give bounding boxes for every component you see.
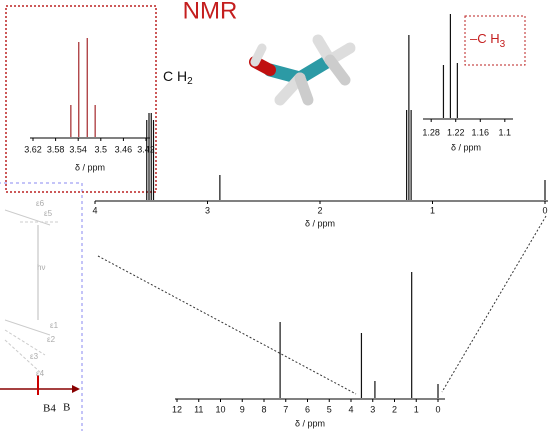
x-axis-label: δ / ppm [75,162,105,172]
ch3-label: –C H3 [470,31,506,49]
ch2-label: C H2 [163,68,193,87]
diagram-label: ε5 [44,209,53,218]
molecule [249,34,356,106]
x-tick-label: 4 [348,404,353,414]
x-tick-label: 5 [327,404,332,414]
hydrogen [324,54,351,86]
zoom-line [441,215,547,393]
x-tick-label: 1.16 [472,127,490,137]
diagram-frame [0,182,83,431]
level-line [4,329,46,356]
x-tick-label: 3.54 [69,144,87,154]
x-tick-label: 8 [261,404,266,414]
x-tick-label: 2 [317,205,322,215]
x-tick-label: 3 [205,205,210,215]
x-tick-label: 3.5 [95,144,108,154]
hydrogen [294,72,314,106]
x-tick-label: 10 [215,404,225,414]
x-tick-label: 6 [305,404,310,414]
x-axis-label: δ / ppm [451,142,481,152]
x-tick-label: 1.28 [422,127,440,137]
title: NMR [183,0,238,24]
label-text: C H [163,68,187,84]
x-tick-label: 11 [194,404,203,414]
level-line [4,339,41,373]
x-tick-label: 12 [172,404,182,414]
zoom-line [97,255,357,395]
diagram-label: B4 [43,403,56,415]
x-tick-label: 1 [430,205,435,215]
diagram-label: ε6 [36,199,45,208]
x-tick-label: 1.1 [499,127,512,137]
diagram-label: ε4 [36,369,45,378]
bond [293,53,337,85]
label-text: –C H [470,31,500,46]
x-axis-label: δ / ppm [295,418,325,428]
energy-diagram [0,182,83,431]
diagram-label: ε2 [47,335,56,344]
x-tick-label: 3.58 [47,144,65,154]
hydrogen [250,43,267,67]
x-axis-label: δ / ppm [305,218,335,228]
arrow-head [72,385,80,393]
x-tick-label: 0 [542,205,547,215]
diagram-label: ε3 [30,352,39,361]
x-tick-label: 3 [370,404,375,414]
diagram-label: hν [37,263,45,272]
x-tick-label: 3.42 [137,144,155,154]
x-tick-label: 0 [435,404,440,414]
label-sub: 2 [187,76,193,87]
diagram-label: ε1 [50,321,59,330]
x-tick-label: 4 [92,205,97,215]
x-tick-label: 3.62 [24,144,42,154]
diagram-label: B [63,402,70,414]
label-sub: 3 [500,39,506,50]
level-line [4,319,51,336]
label-frame [464,15,526,66]
x-tick-label: 9 [240,404,245,414]
x-tick-label: 3.46 [115,144,133,154]
x-tick-label: 7 [283,404,288,414]
x-tick-label: 1 [414,404,419,414]
x-tick-label: 1.22 [447,127,465,137]
x-tick-label: 2 [392,404,397,414]
